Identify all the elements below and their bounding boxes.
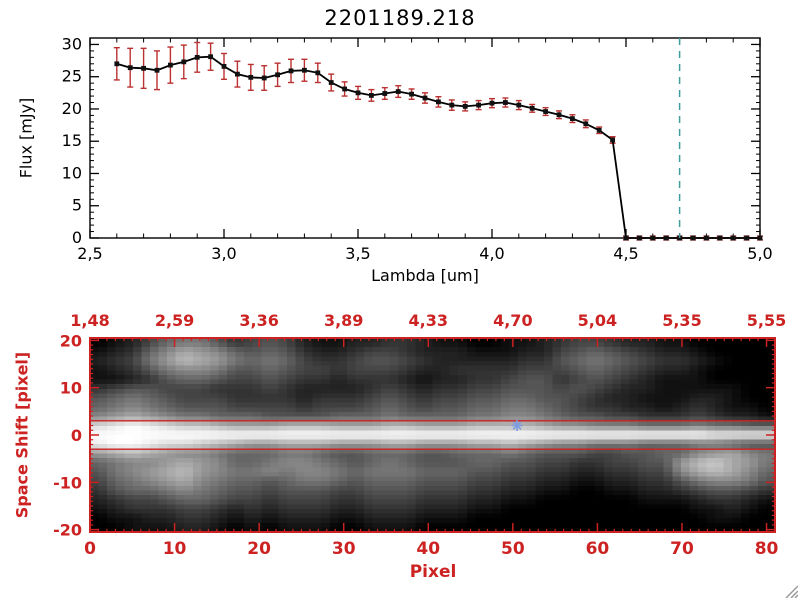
pixel-axis-label: Pixel [409, 562, 457, 582]
svg-text:4,70: 4,70 [493, 311, 532, 330]
plot-title: 2201189.218 [324, 6, 476, 30]
svg-text:20: 20 [247, 539, 271, 559]
star-position-marker [511, 420, 523, 432]
svg-text:30: 30 [62, 34, 82, 53]
svg-text:50: 50 [501, 539, 525, 559]
svg-text:3,89: 3,89 [324, 311, 363, 330]
svg-text:80: 80 [755, 539, 779, 559]
svg-text:3,36: 3,36 [239, 311, 278, 330]
svg-text:10: 10 [163, 539, 187, 559]
svg-text:2,59: 2,59 [155, 311, 194, 330]
svg-text:40: 40 [416, 539, 440, 559]
svg-text:60: 60 [586, 539, 610, 559]
svg-text:10: 10 [62, 163, 82, 182]
heatmap-plot: 0 1,48 10 2,59 20 3,36 30 3,89 40 4,33 50 4,70 60 5,0… [53, 311, 786, 559]
svg-text:5,35: 5,35 [662, 311, 701, 330]
svg-text:4,33: 4,33 [409, 311, 448, 330]
spectrum-line [116, 55, 760, 239]
svg-text:2,5: 2,5 [77, 244, 102, 263]
svg-text:25: 25 [62, 67, 82, 86]
svg-text:4,5: 4,5 [613, 244, 638, 263]
svg-text:30: 30 [332, 539, 356, 559]
svg-text:5: 5 [72, 196, 82, 215]
svg-text:4,0: 4,0 [479, 244, 504, 263]
svg-text:70: 70 [670, 539, 694, 559]
svg-text:5,04: 5,04 [578, 311, 617, 330]
svg-text:0: 0 [84, 539, 96, 559]
space-shift-axis-label: Space Shift [pixel] [12, 351, 32, 519]
window-resize-grip[interactable] [782, 582, 799, 599]
svg-text:0: 0 [72, 228, 82, 247]
flux-axis-label: Flux [mJy] [16, 97, 36, 179]
svg-text:20: 20 [60, 331, 82, 350]
svg-text:-10: -10 [53, 473, 82, 492]
svg-text:0: 0 [71, 426, 82, 445]
svg-text:3,5: 3,5 [345, 244, 370, 263]
spectrum-plot: 2,5 3,0 3,5 4,0 4,5 5,0 0 5 10 15 20 25 30 [62, 34, 773, 263]
lambda-axis-label: Lambda [um] [371, 266, 479, 285]
svg-text:10: 10 [60, 379, 82, 398]
svg-text:-20: -20 [53, 521, 82, 540]
resize-grip-icon [785, 585, 799, 599]
svg-text:1,48: 1,48 [70, 311, 109, 330]
svg-text:5,0: 5,0 [747, 244, 772, 263]
svg-text:20: 20 [62, 99, 82, 118]
svg-text:5,55: 5,55 [747, 311, 786, 330]
svg-text:3,0: 3,0 [211, 244, 236, 263]
svg-text:15: 15 [62, 131, 82, 150]
spectral-2d-image [90, 338, 775, 532]
